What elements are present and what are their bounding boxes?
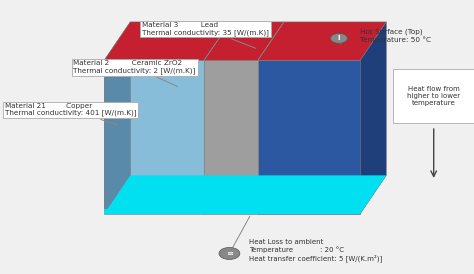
Circle shape — [219, 247, 240, 259]
Text: Hot Surface (Top)
Temperature: 50 °C: Hot Surface (Top) Temperature: 50 °C — [360, 28, 431, 43]
Text: Heat Loss to ambient
Temperature            : 20 °C
Heat transfer coefficient: 5: Heat Loss to ambient Temperature : 20 °C… — [249, 239, 382, 262]
Polygon shape — [204, 22, 284, 60]
Circle shape — [330, 33, 347, 43]
Polygon shape — [104, 22, 130, 214]
FancyBboxPatch shape — [393, 68, 474, 123]
Polygon shape — [258, 22, 386, 60]
Text: Heat flow from
higher to lower
temperature: Heat flow from higher to lower temperatu… — [407, 86, 460, 106]
Text: Material 3          Lead
Thermal conductivity: 35 [W/(m.K)]: Material 3 Lead Thermal conductivity: 35… — [142, 22, 269, 48]
Polygon shape — [204, 60, 258, 214]
Text: I: I — [337, 35, 340, 41]
Polygon shape — [258, 60, 360, 214]
Text: Material 2          Ceramic ZrO2
Thermal conductivity: 2 [W/(m.K)]: Material 2 Ceramic ZrO2 Thermal conducti… — [73, 60, 196, 87]
Text: ≡: ≡ — [226, 249, 233, 258]
Polygon shape — [104, 175, 386, 214]
Polygon shape — [104, 22, 230, 60]
Polygon shape — [360, 22, 386, 214]
Polygon shape — [104, 60, 204, 214]
Polygon shape — [104, 209, 360, 214]
Text: Material 21         Copper
Thermal conductivity: 401 [W/(m.K)]: Material 21 Copper Thermal conductivity:… — [5, 103, 136, 125]
